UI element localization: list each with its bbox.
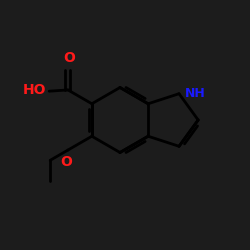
Text: HO: HO — [23, 83, 46, 97]
Text: NH: NH — [184, 87, 205, 100]
Text: O: O — [63, 52, 75, 66]
Text: O: O — [61, 155, 72, 169]
